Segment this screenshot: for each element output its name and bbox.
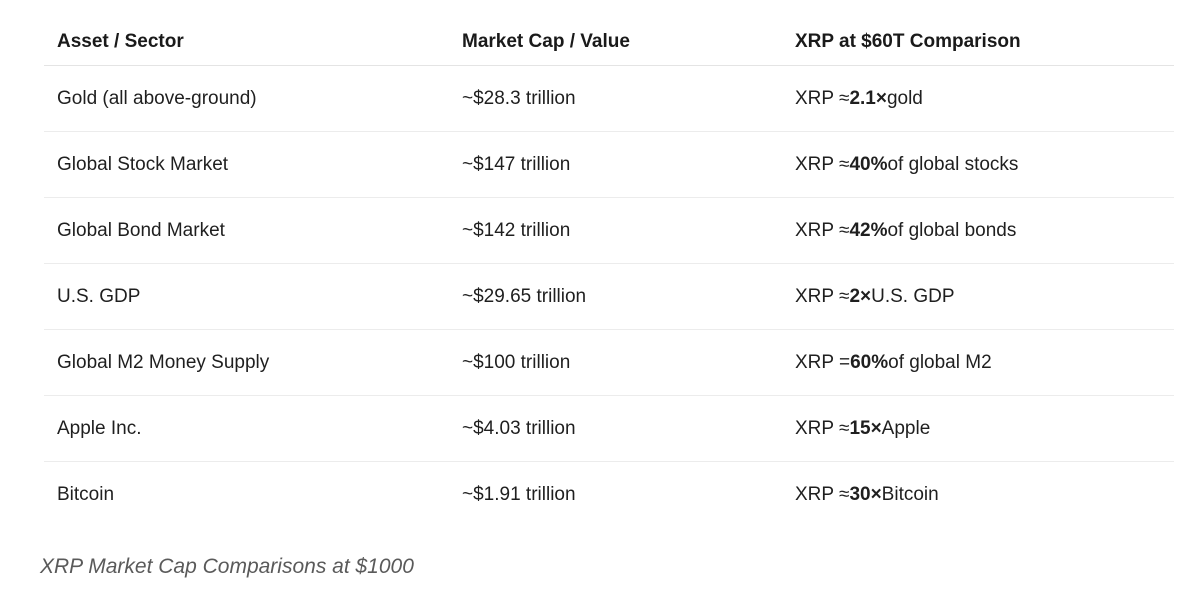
comparison-prefix: XRP ≈	[795, 153, 850, 175]
comparison-table: Asset / Sector Market Cap / Value XRP at…	[44, 18, 1174, 527]
comparison-cell: XRP ≈ 30× Bitcoin	[795, 462, 939, 527]
comparison-prefix: XRP ≈	[795, 417, 850, 439]
comparison-figure: 60%	[850, 351, 889, 373]
table-caption: XRP Market Cap Comparisons at $1000	[40, 555, 414, 578]
comparison-figure: 42%	[849, 219, 888, 241]
table-header-row: Asset / Sector Market Cap / Value XRP at…	[44, 18, 1174, 66]
comparison-suffix: U.S. GDP	[871, 285, 955, 307]
comparison-figure: 2.1×	[849, 87, 887, 109]
comparison-figure: 40%	[849, 153, 888, 175]
comparison-prefix: XRP =	[795, 351, 851, 373]
comparison-cell: XRP ≈ 15× Apple	[795, 396, 930, 461]
table-row: Global Stock Market ~$147 trillion XRP ≈…	[44, 132, 1174, 198]
comparison-cell: XRP ≈ 2× U.S. GDP	[795, 264, 955, 329]
asset-cell: Global Bond Market	[57, 219, 225, 241]
comparison-prefix: XRP ≈	[795, 483, 850, 505]
comparison-cell: XRP = 60% of global M2	[795, 330, 992, 395]
comparison-suffix: of global M2	[888, 351, 992, 373]
comparison-cell: XRP ≈ 2.1× gold	[795, 66, 923, 131]
table-row: Global M2 Money Supply ~$100 trillion XR…	[44, 330, 1174, 396]
comparison-figure: 2×	[849, 285, 872, 307]
value-cell: ~$142 trillion	[462, 219, 571, 241]
table-row: Bitcoin ~$1.91 trillion XRP ≈ 30× Bitcoi…	[44, 462, 1174, 527]
comparison-cell: XRP ≈ 40% of global stocks	[795, 132, 1018, 197]
comparison-suffix: of global stocks	[887, 153, 1019, 175]
asset-cell: Global Stock Market	[57, 153, 229, 175]
asset-cell: Bitcoin	[57, 483, 115, 505]
table-row: Apple Inc. ~$4.03 trillion XRP ≈ 15× App…	[44, 396, 1174, 462]
asset-cell: U.S. GDP	[57, 285, 141, 307]
table-row: Gold (all above-ground) ~$28.3 trillion …	[44, 66, 1174, 132]
asset-cell: Apple Inc.	[57, 417, 142, 439]
value-cell: ~$147 trillion	[462, 153, 571, 175]
comparison-suffix: Bitcoin	[881, 483, 939, 505]
comparison-prefix: XRP ≈	[795, 219, 850, 241]
comparison-figure: 30×	[849, 483, 882, 505]
comparison-suffix: gold	[886, 87, 923, 109]
value-cell: ~$100 trillion	[462, 351, 571, 373]
comparison-suffix: of global bonds	[887, 219, 1017, 241]
column-header-comparison: XRP at $60T Comparison	[795, 30, 1021, 52]
asset-cell: Gold (all above-ground)	[57, 87, 257, 109]
column-header-asset: Asset / Sector	[57, 30, 184, 52]
asset-cell: Global M2 Money Supply	[57, 351, 270, 373]
comparison-figure: 15×	[849, 417, 882, 439]
comparison-cell: XRP ≈ 42% of global bonds	[795, 198, 1016, 263]
comparison-suffix: Apple	[881, 417, 931, 439]
comparison-prefix: XRP ≈	[795, 285, 850, 307]
comparison-prefix: XRP ≈	[795, 87, 850, 109]
value-cell: ~$4.03 trillion	[462, 417, 576, 439]
value-cell: ~$29.65 trillion	[462, 285, 587, 307]
value-cell: ~$28.3 trillion	[462, 87, 576, 109]
value-cell: ~$1.91 trillion	[462, 483, 576, 505]
table-row: U.S. GDP ~$29.65 trillion XRP ≈ 2× U.S. …	[44, 264, 1174, 330]
column-header-market-cap: Market Cap / Value	[462, 30, 630, 52]
table-row: Global Bond Market ~$142 trillion XRP ≈ …	[44, 198, 1174, 264]
